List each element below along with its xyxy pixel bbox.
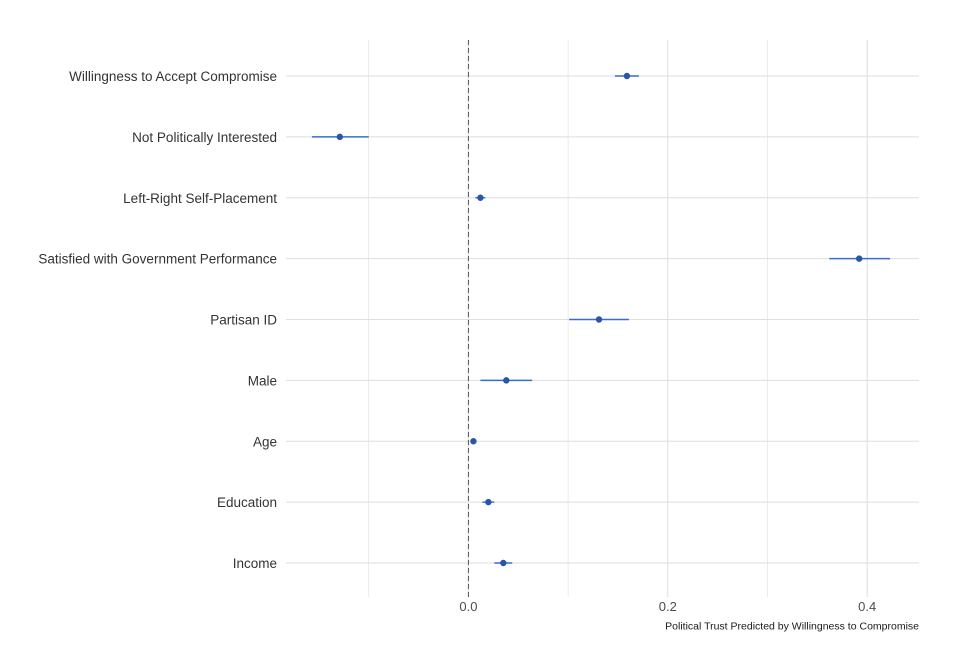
x-tick-label: 0.0 xyxy=(459,599,477,614)
y-axis-labels: Willingness to Accept Compromise Not Poli… xyxy=(38,69,277,571)
estimate-point xyxy=(485,498,492,506)
y-axis-label: Partisan ID xyxy=(210,313,277,328)
x-tick-label: 0.2 xyxy=(659,599,677,614)
y-axis-label: Age xyxy=(253,434,277,449)
estimate-point xyxy=(477,194,484,201)
grid-y xyxy=(286,75,919,564)
y-axis-label: Male xyxy=(248,373,277,388)
estimate-point xyxy=(595,316,603,323)
grid-major-x xyxy=(467,40,868,597)
y-axis-label: Income xyxy=(233,556,277,571)
y-axis-label: Satisfied with Government Performance xyxy=(38,252,277,267)
y-axis-label: Education xyxy=(217,495,277,510)
estimate-point xyxy=(623,72,631,80)
estimate-points xyxy=(336,72,863,567)
y-axis-label: Willingness to Accept Compromise xyxy=(69,69,277,84)
y-axis-label: Not Politically Interested xyxy=(132,130,277,145)
estimate-point xyxy=(336,133,344,141)
y-axis-label: Left-Right Self-Placement xyxy=(123,191,277,206)
x-tick-label: 0.4 xyxy=(858,599,876,614)
estimate-point xyxy=(855,255,863,262)
x-axis-tick-labels: 0.0 0.2 0.4 xyxy=(459,599,876,614)
chart-caption: Political Trust Predicted by Willingness… xyxy=(665,621,919,633)
estimate-point xyxy=(500,559,507,567)
estimate-point xyxy=(470,438,477,445)
grid-minor-x xyxy=(368,40,768,597)
estimate-point xyxy=(503,377,510,384)
